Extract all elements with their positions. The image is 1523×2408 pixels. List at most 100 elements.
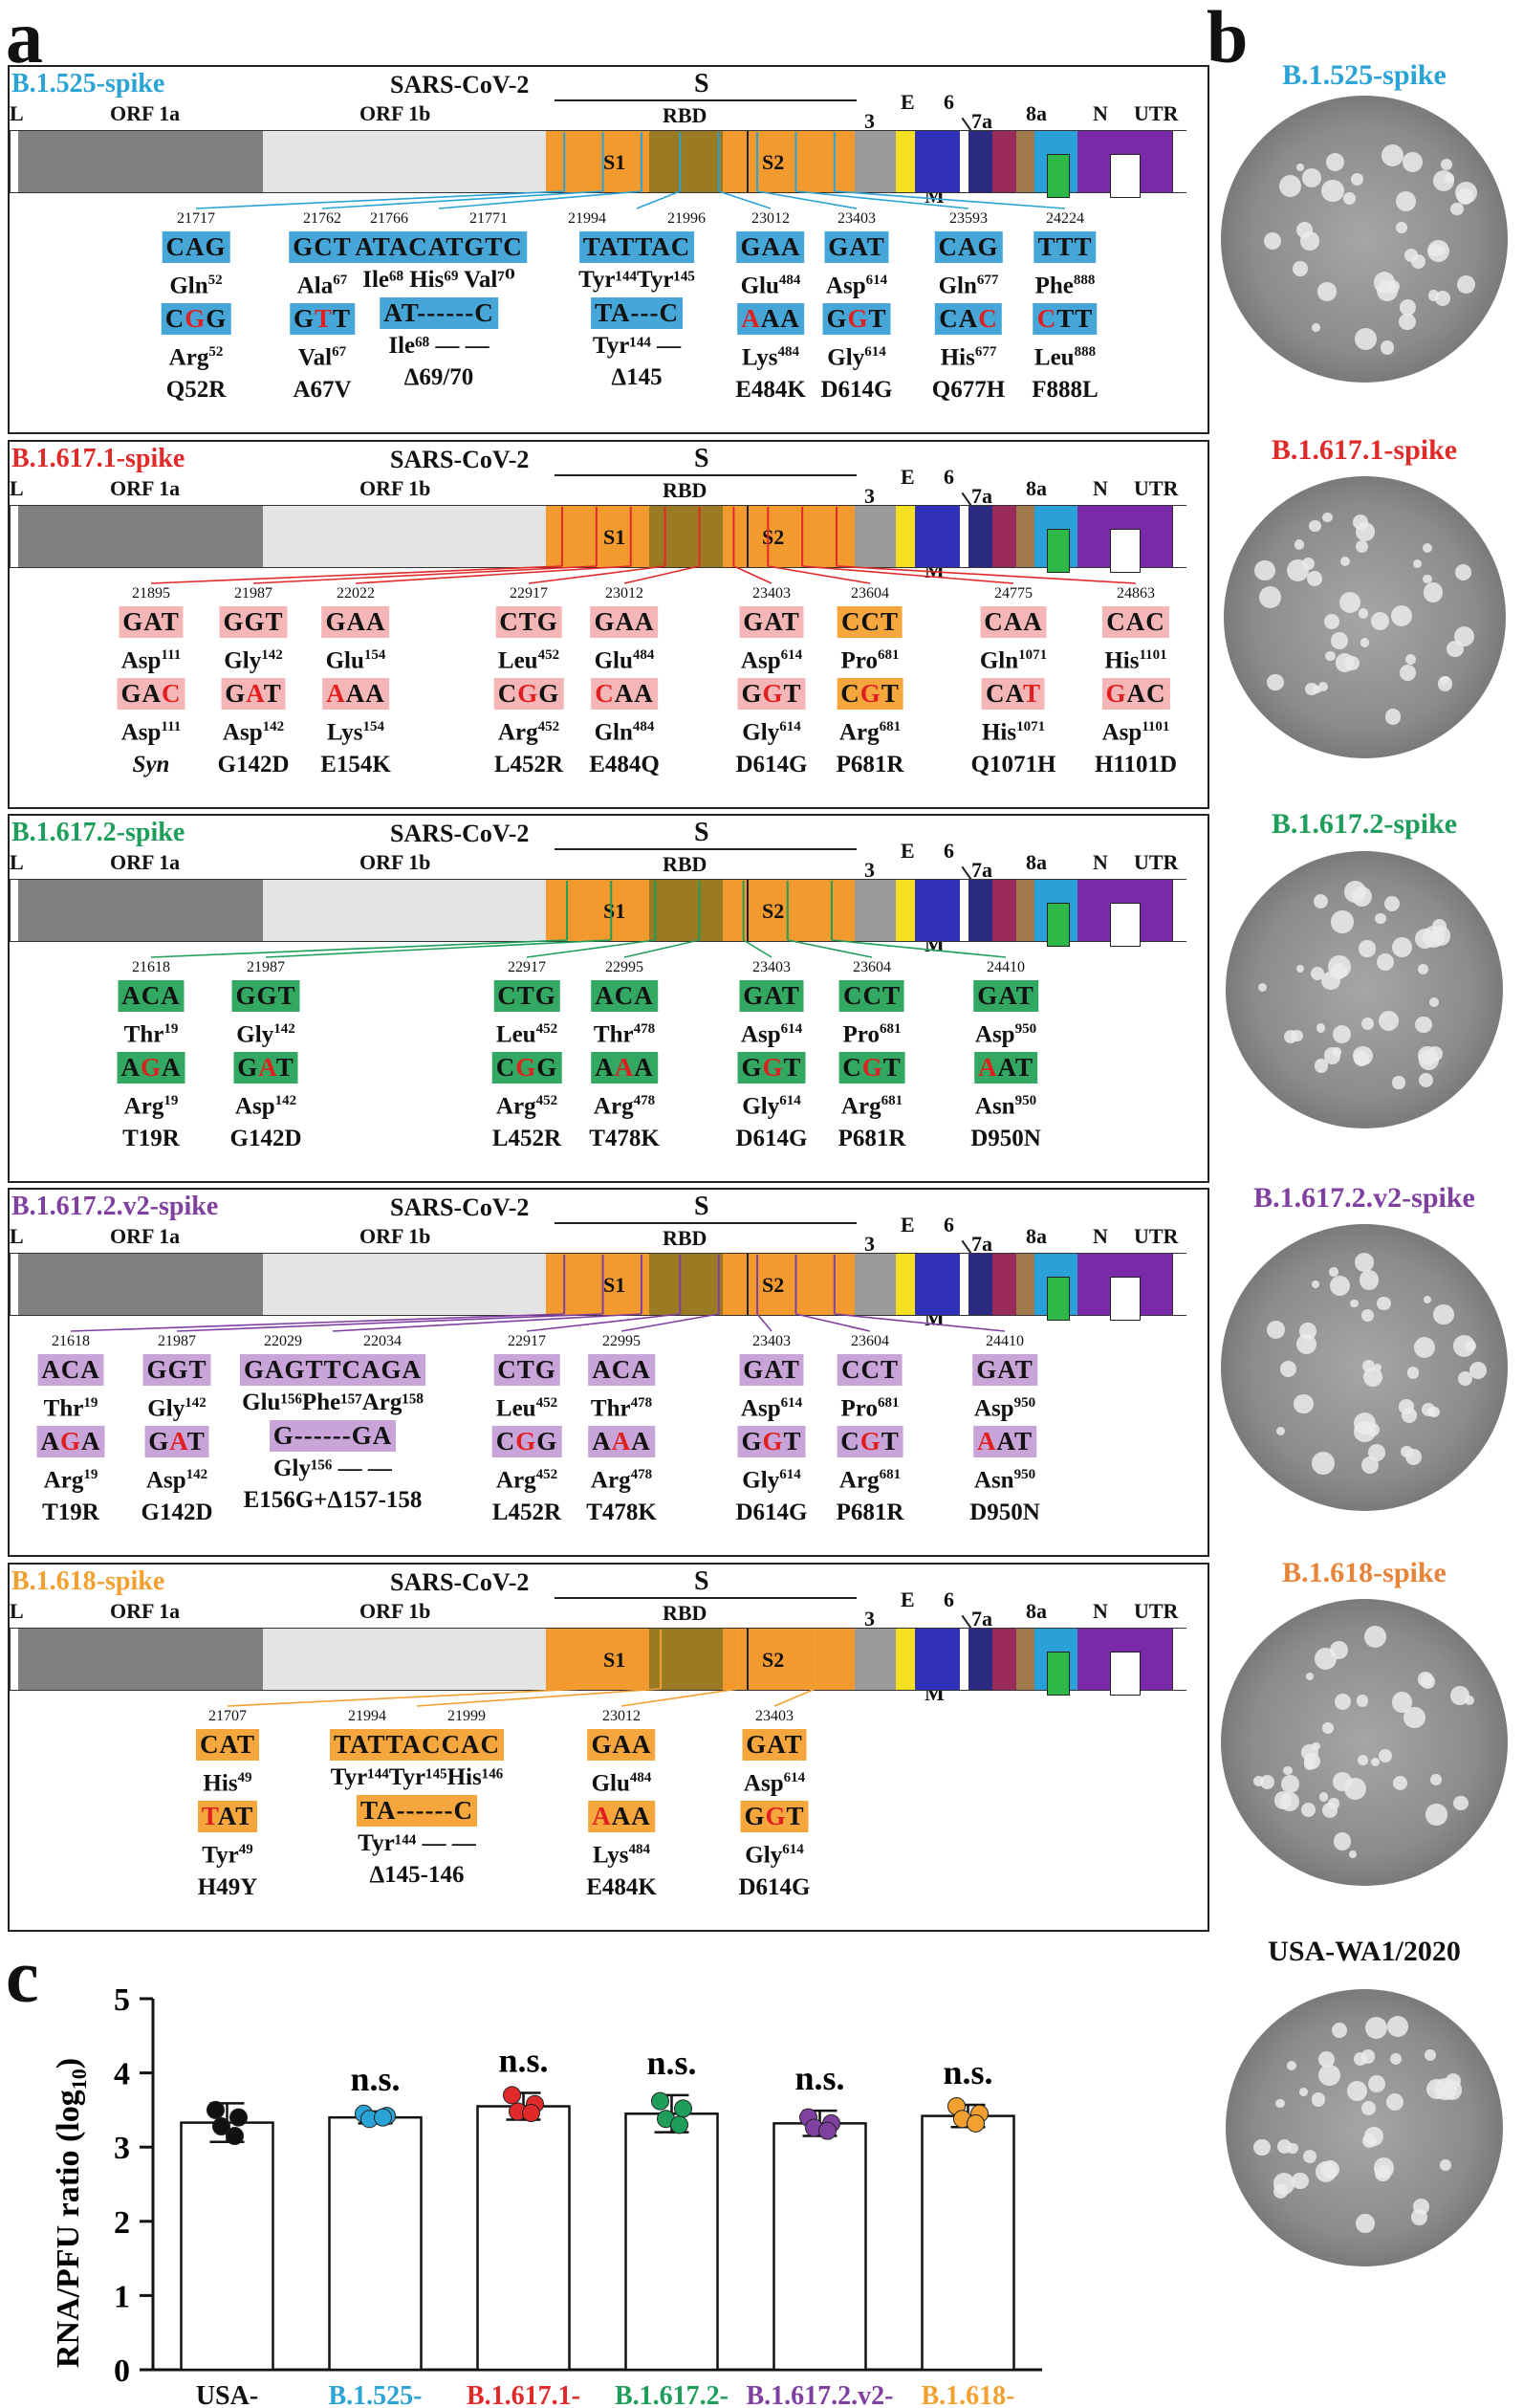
ref-amino-acid: Pro681	[840, 647, 900, 674]
alt-nucleotide: C	[495, 1053, 516, 1083]
mutation-connector	[837, 565, 1137, 584]
alt-amino-acid: Gly614	[745, 1842, 804, 1869]
plaque	[1382, 144, 1404, 167]
alt-nucleotide: TT	[1056, 304, 1094, 334]
alt-codon: TA------C	[357, 1795, 477, 1827]
mutation-column: GAA Glu484 CAA Gln484 E484Q	[589, 606, 660, 779]
plaque	[1343, 192, 1356, 205]
variant-box: B.1.617.1-spike SARS-CoV-2 S RBD L ORF 1a ORF …	[8, 440, 1209, 809]
ref-amino-acid: Leu452	[497, 647, 560, 674]
ref-codon: GGT	[142, 1354, 211, 1386]
plaque	[1425, 1804, 1447, 1826]
mutation-connector	[834, 190, 1066, 209]
nt-position: 22917	[510, 585, 548, 602]
genome-label-rbd: RBD	[663, 1601, 707, 1625]
alt-amino-acid: Arg452	[497, 719, 560, 746]
mutation-label: L452R	[493, 751, 564, 777]
plaque	[1299, 230, 1319, 251]
alt-codon: CGG	[491, 1052, 562, 1084]
alt-codon: GGT	[737, 1426, 806, 1458]
mutation-connector	[831, 939, 1007, 958]
plaque	[1423, 1295, 1431, 1303]
plaque	[1358, 607, 1369, 619]
alt-codon: TA---C	[591, 297, 683, 329]
nt-position: 23012	[605, 585, 643, 602]
ref-amino-acid: Gln52	[169, 273, 223, 299]
plaque	[1449, 1685, 1469, 1705]
plaque	[1432, 1303, 1454, 1325]
plaque	[1279, 1361, 1296, 1377]
mutation-label: A67V	[293, 376, 352, 403]
y-tick-label: 3	[114, 2131, 130, 2166]
ref-codon: ACA	[588, 1354, 655, 1386]
mutation-label: T19R	[122, 1125, 180, 1151]
orf7a-segment	[992, 1629, 1016, 1690]
utr3-segment	[1172, 880, 1188, 941]
alt-codon: CGG	[491, 1426, 562, 1458]
genome-label-n: N	[1093, 1599, 1108, 1623]
mutation-connector	[321, 190, 603, 209]
plaque	[1259, 585, 1281, 608]
plaque	[1314, 1059, 1329, 1073]
ref-amino-acid: Pro681	[842, 1021, 902, 1048]
orf9b-box	[1047, 1652, 1070, 1696]
plaque	[1318, 2050, 1335, 2068]
mutation-connector	[195, 190, 565, 209]
plaque	[1464, 1695, 1474, 1705]
ref-amino-acid: Asp950	[974, 1021, 1037, 1048]
orf7b-segment	[1016, 1254, 1034, 1315]
genome-label-3: 3	[864, 1607, 875, 1631]
plaque	[1339, 591, 1361, 614]
alt-amino-acid: Arg452	[495, 1467, 558, 1494]
ref-amino-acid: Glu154	[325, 647, 386, 674]
genome-label-6: 6	[944, 1587, 954, 1611]
alt-nucleotide: A	[741, 304, 761, 334]
ref-codon: CAG	[162, 231, 230, 263]
alt-codon: CGT	[837, 1426, 903, 1458]
plaque	[1430, 1774, 1442, 1786]
ref-codon: CAC	[1102, 606, 1169, 638]
genome-label-utr: UTR	[1134, 1599, 1179, 1623]
alt-nucleotide: T	[786, 1802, 805, 1831]
plaque	[1404, 653, 1417, 666]
plaque	[1391, 936, 1413, 958]
ref-amino-acid: Leu452	[495, 1395, 558, 1422]
mutation-label: E484K	[735, 376, 806, 403]
orf3-segment	[855, 1629, 896, 1690]
mutation-label: G142D	[229, 1125, 302, 1151]
ref-codon: CCT	[837, 1354, 903, 1386]
alt-codon: CAT	[981, 678, 1045, 711]
genome-label-6: 6	[944, 839, 954, 863]
genome-label-8a: 8a	[1026, 850, 1047, 874]
alt-codon: AAA	[591, 1052, 658, 1084]
plaque	[1335, 1694, 1351, 1711]
ref-codon: CAA	[980, 606, 1047, 638]
plaque	[1293, 1393, 1314, 1414]
mutation-connector-lines	[195, 132, 1066, 209]
orf9c-box	[1110, 903, 1141, 947]
alt-nucleotide: TA------C	[360, 1796, 473, 1825]
plaque	[1360, 638, 1369, 647]
variant-box: B.1.617.2.v2-spike SARS-CoV-2 S RBD L ORF 1a O…	[8, 1188, 1209, 1557]
y-tick-label: 1	[114, 2279, 130, 2314]
rbd-segment	[649, 1254, 723, 1315]
plaque	[1400, 299, 1416, 316]
plaque	[1395, 191, 1416, 212]
genome-label-utr: UTR	[1134, 1224, 1179, 1248]
nt-position: 24410	[987, 959, 1025, 975]
plaque	[1417, 964, 1428, 974]
variant-title: B.1.617.2-spike	[11, 818, 185, 847]
alt-nucleotide: G	[536, 1427, 558, 1456]
plaque	[1312, 323, 1320, 332]
plaque	[1374, 1363, 1382, 1372]
alt-codon: GAT	[221, 678, 286, 711]
alt-codon: GGT	[737, 1052, 806, 1084]
mutation-label: E484K	[586, 1873, 657, 1900]
utr5-segment	[11, 506, 18, 567]
genome-label-6: 6	[944, 465, 954, 489]
orf3-segment	[855, 131, 896, 192]
nt-position: 21987	[234, 585, 272, 602]
orf9c-box	[1110, 1277, 1141, 1321]
plaque	[1356, 2214, 1375, 2233]
plaque	[1378, 1748, 1393, 1763]
